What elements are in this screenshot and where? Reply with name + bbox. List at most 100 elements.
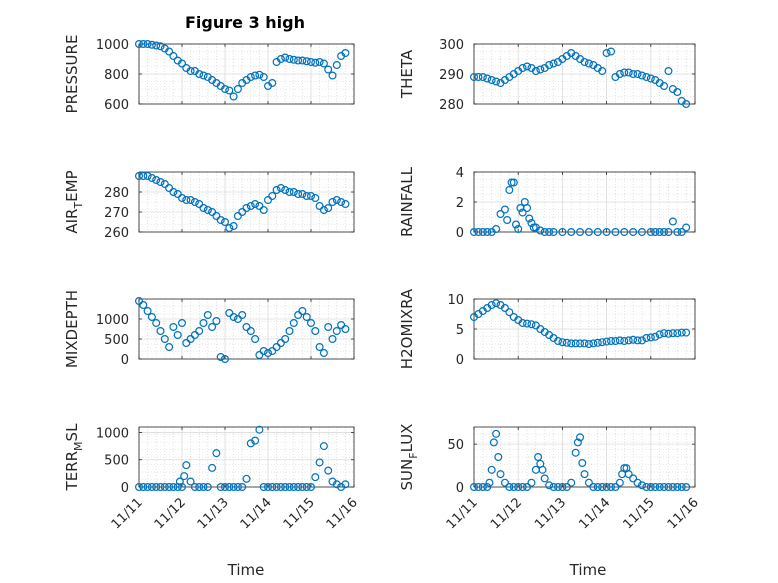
data-point (186, 196, 195, 205)
axes-box (138, 171, 355, 233)
data-point (483, 74, 492, 83)
data-point (651, 228, 660, 237)
data-point (135, 39, 144, 48)
data-point (190, 483, 199, 492)
data-point (531, 66, 540, 75)
data-point (611, 483, 620, 492)
data-point (289, 55, 298, 64)
y-tick-label: 280 (104, 186, 129, 201)
data-point (545, 228, 554, 237)
data-point (337, 198, 346, 207)
data-point (584, 228, 593, 237)
data-point (668, 483, 677, 492)
data-point (203, 206, 212, 215)
data-point (509, 483, 518, 492)
data-point (169, 188, 178, 197)
data-point (233, 212, 242, 221)
y-tick-label: 0 (121, 353, 129, 368)
data-point (584, 478, 593, 487)
data-point (549, 228, 558, 237)
data-point (285, 327, 294, 336)
data-point (195, 200, 204, 209)
data-point (682, 328, 691, 337)
data-point (242, 323, 251, 332)
data-point (511, 220, 520, 229)
y-axis-label: PRESSURE (63, 35, 81, 114)
data-point (233, 483, 242, 492)
data-point (611, 337, 620, 346)
data-point (195, 327, 204, 336)
data-point (272, 483, 281, 492)
data-point (536, 226, 545, 235)
data-point (611, 228, 620, 237)
data-point (602, 228, 611, 237)
data-point (525, 214, 534, 223)
y-tick-label: 600 (104, 98, 129, 113)
data-point (629, 228, 638, 237)
data-point (642, 334, 651, 343)
data-point (549, 483, 558, 492)
data-point (289, 483, 298, 492)
data-point (620, 464, 629, 473)
data-point (629, 69, 638, 78)
data-point (212, 212, 221, 221)
data-point (195, 69, 204, 78)
data-point (624, 336, 633, 345)
data-point (165, 483, 174, 492)
data-point (553, 337, 562, 346)
y-tick-label: 0 (456, 481, 464, 496)
data-point (208, 463, 217, 472)
data-point (199, 483, 208, 492)
data-point (195, 483, 204, 492)
data-point (143, 307, 152, 316)
data-point (673, 228, 682, 237)
y-axis-label: RAINFALL (398, 166, 416, 237)
data-point (298, 56, 307, 65)
data-point (139, 301, 148, 310)
axes-box (473, 426, 696, 488)
axes-box (138, 298, 355, 360)
y-tick-label: 290 (439, 68, 464, 83)
data-point (251, 436, 260, 445)
x-tick-label: 11/16 (324, 495, 361, 532)
y-tick-label: 4 (456, 166, 464, 181)
data-point (553, 483, 562, 492)
data-point (328, 71, 337, 80)
data-point (567, 339, 576, 348)
data-point (523, 204, 532, 213)
subplot-terr-msl: 0 500 1000 11/11 11/12 11/13 11/14 11/15 11/16 TE… (63, 423, 361, 532)
data-point (173, 190, 182, 199)
x-tick-label: 11/12 (488, 495, 525, 532)
y-tick-label: 0 (121, 481, 129, 496)
data-point (655, 483, 664, 492)
data-point (646, 228, 655, 237)
data-point (496, 210, 505, 219)
data-point (302, 483, 311, 492)
data-point (677, 328, 686, 337)
data-point (294, 56, 303, 65)
data-point (584, 340, 593, 349)
data-point (268, 347, 277, 356)
data-point (324, 323, 333, 332)
data-point (514, 225, 523, 234)
y-tick-label: 2 (456, 196, 464, 211)
data-point (246, 327, 255, 336)
data-point (216, 483, 225, 492)
data-point (324, 466, 333, 475)
data-point (673, 483, 682, 492)
data-point (655, 228, 664, 237)
data-point (203, 483, 212, 492)
data-point (487, 75, 496, 84)
data-point (212, 317, 221, 326)
data-point (190, 198, 199, 207)
data-point (165, 343, 174, 352)
data-point (298, 190, 307, 199)
x-axis-label-right: Time (569, 561, 607, 579)
data-point (492, 299, 501, 308)
x-tick-label: 11/16 (665, 495, 702, 532)
data-point (285, 54, 294, 63)
data-point (147, 313, 156, 322)
data-point (682, 99, 691, 108)
data-point (341, 480, 350, 489)
